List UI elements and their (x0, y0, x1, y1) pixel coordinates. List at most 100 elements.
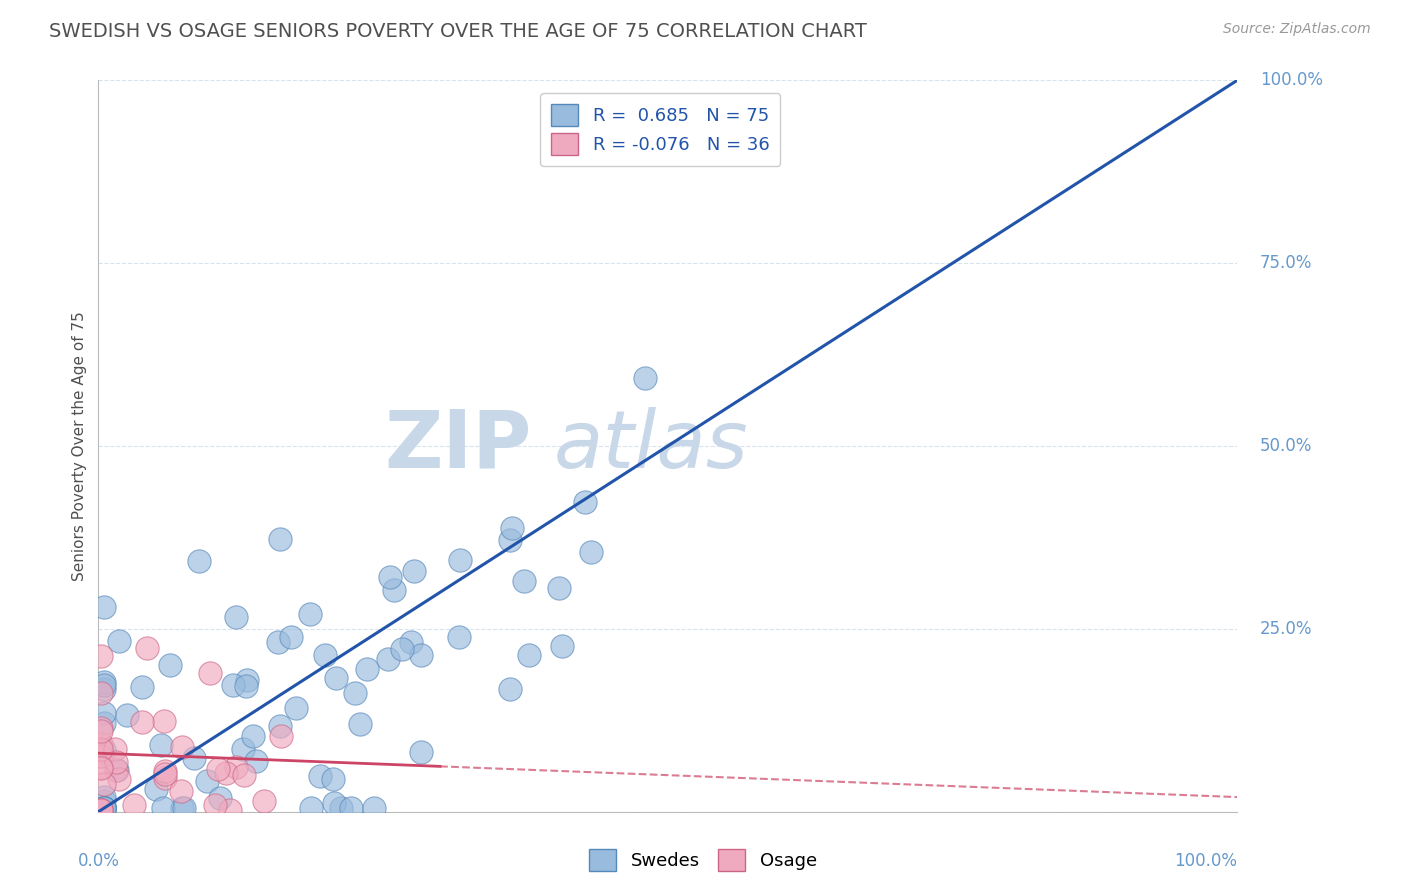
Point (90, 803, 112, 817)
Point (581, 544, 603, 558)
Point (153, 767, 176, 781)
Point (153, 764, 176, 779)
Point (363, 801, 385, 815)
Point (159, 658, 181, 673)
Point (377, 652, 399, 666)
Point (207, 762, 229, 776)
Point (93, 715, 115, 730)
Point (93, 801, 115, 815)
Point (93, 777, 115, 791)
Point (93, 681, 115, 696)
Point (90, 761, 112, 775)
Point (170, 784, 193, 798)
Point (322, 772, 344, 786)
Point (90, 803, 112, 817)
Point (105, 763, 128, 777)
Text: 100.0%: 100.0% (1260, 71, 1323, 89)
Point (349, 717, 371, 731)
Point (449, 552, 471, 566)
Point (574, 495, 596, 509)
Point (225, 610, 247, 624)
Point (90, 748, 112, 763)
Point (215, 766, 238, 780)
Point (232, 767, 254, 781)
Legend: R =  0.685   N = 75, R = -0.076   N = 36: R = 0.685 N = 75, R = -0.076 N = 36 (540, 93, 780, 166)
Point (634, 371, 657, 385)
Point (309, 768, 332, 782)
Point (499, 682, 522, 697)
Point (236, 673, 259, 688)
Point (382, 583, 405, 598)
Point (107, 772, 129, 786)
Point (90, 742, 112, 756)
Point (93, 801, 115, 815)
Point (122, 798, 145, 813)
Point (90, 723, 112, 738)
Point (150, 738, 173, 752)
Point (266, 635, 288, 649)
Point (447, 630, 470, 644)
Text: 50.0%: 50.0% (1260, 437, 1312, 455)
Point (105, 755, 128, 769)
Point (499, 533, 522, 548)
Point (380, 569, 402, 583)
Point (284, 701, 307, 715)
Point (198, 666, 221, 681)
Y-axis label: Seniors Poverty Over the Age of 75: Seniors Poverty Over the Age of 75 (72, 311, 87, 581)
Point (183, 750, 205, 764)
Text: 0.0%: 0.0% (77, 852, 120, 870)
Point (314, 648, 336, 662)
Point (195, 774, 218, 789)
Point (409, 648, 432, 662)
Point (270, 729, 292, 743)
Point (269, 718, 291, 732)
Point (391, 642, 413, 657)
Point (105, 764, 128, 778)
Point (298, 607, 321, 622)
Point (323, 797, 346, 811)
Point (404, 564, 426, 578)
Point (90, 760, 112, 774)
Point (93, 675, 115, 690)
Point (153, 771, 176, 785)
Point (235, 680, 257, 694)
Legend: Swedes, Osage: Swedes, Osage (582, 842, 824, 879)
Text: atlas: atlas (554, 407, 749, 485)
Point (173, 801, 195, 815)
Point (253, 794, 276, 808)
Point (513, 574, 536, 588)
Point (104, 741, 127, 756)
Point (115, 707, 138, 722)
Point (93, 801, 115, 815)
Point (219, 803, 242, 817)
Text: 75.0%: 75.0% (1260, 254, 1312, 272)
Point (153, 714, 176, 728)
Point (409, 745, 432, 759)
Point (136, 641, 159, 656)
Point (225, 759, 247, 773)
Point (90, 803, 112, 817)
Point (152, 801, 174, 815)
Point (269, 532, 291, 546)
Text: Source: ZipAtlas.com: Source: ZipAtlas.com (1223, 22, 1371, 37)
Point (170, 801, 193, 815)
Point (330, 801, 353, 815)
Point (242, 729, 264, 743)
Text: 25.0%: 25.0% (1260, 620, 1313, 638)
Point (93, 600, 115, 615)
Point (299, 801, 322, 815)
Point (145, 781, 167, 796)
Point (90, 744, 112, 758)
Text: SWEDISH VS OSAGE SENIORS POVERTY OVER THE AGE OF 75 CORRELATION CHART: SWEDISH VS OSAGE SENIORS POVERTY OVER TH… (49, 22, 868, 41)
Point (548, 581, 571, 595)
Point (209, 791, 232, 805)
Point (232, 742, 254, 756)
Point (90, 738, 112, 752)
Point (93, 743, 115, 757)
Point (90, 722, 112, 736)
Text: ZIP: ZIP (384, 407, 531, 485)
Point (90, 686, 112, 700)
Point (108, 634, 131, 648)
Point (325, 671, 347, 685)
Point (517, 648, 540, 663)
